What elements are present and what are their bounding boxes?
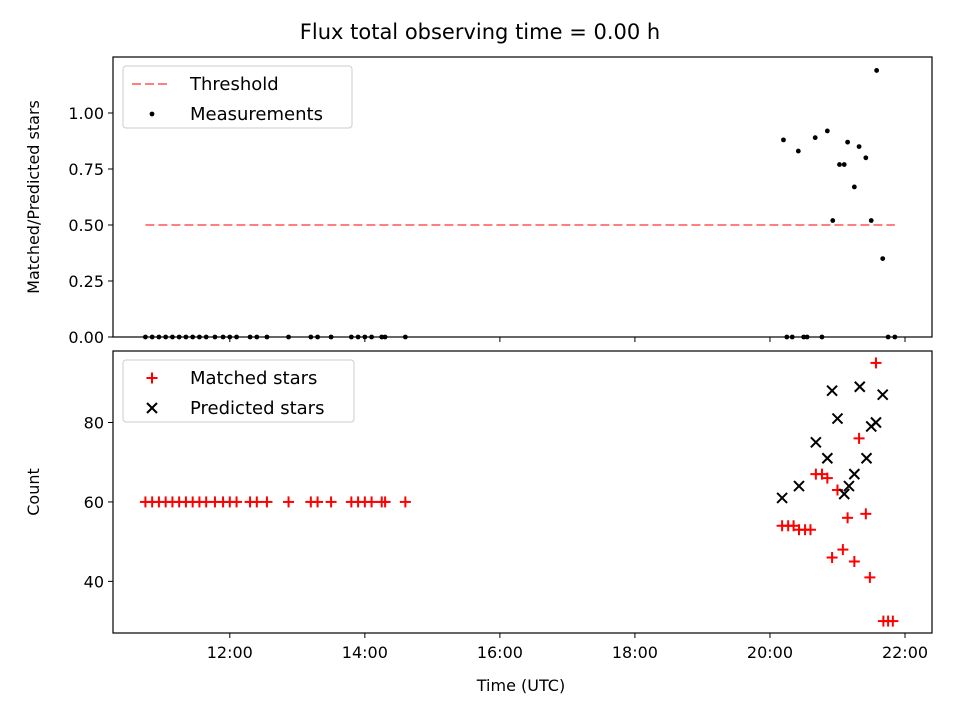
data-point	[781, 137, 786, 143]
axes-frame	[112, 56, 933, 338]
data-point	[283, 496, 295, 508]
data-point	[837, 544, 849, 556]
data-point	[880, 256, 886, 261]
data-point	[868, 218, 874, 223]
data-point	[843, 480, 855, 492]
data-point	[870, 357, 882, 369]
data-point	[366, 496, 378, 508]
legend-label: Predicted stars	[190, 398, 324, 419]
x-axis-label: Time (UTC)	[476, 676, 565, 695]
legend-item: Measurements	[149, 104, 323, 125]
y-tick-label: 60	[84, 493, 104, 512]
data-point	[793, 480, 805, 492]
legend-frame	[122, 359, 355, 423]
data-point	[826, 552, 838, 564]
legend-swatch	[146, 372, 158, 384]
legend-swatch	[146, 402, 158, 414]
legend-label: Measurements	[190, 104, 323, 125]
legend-item: Predicted stars	[146, 398, 324, 419]
data-point	[842, 512, 854, 524]
x-tick-label: 14:00	[342, 643, 388, 662]
data-point	[379, 496, 391, 508]
data-point	[795, 148, 801, 154]
data-point	[853, 432, 865, 444]
y-tick-label: 0.50	[68, 216, 104, 235]
data-point	[856, 144, 862, 150]
data-point	[261, 496, 273, 508]
data-point	[821, 452, 834, 464]
data-point	[826, 385, 838, 397]
data-point	[810, 436, 822, 449]
data-point	[824, 128, 830, 134]
series-predicted-stars	[776, 381, 889, 504]
data-point	[251, 496, 263, 508]
y-tick-label: 0.25	[68, 272, 104, 291]
legend-label: Threshold	[189, 74, 279, 95]
data-point	[851, 184, 857, 190]
bottom-panel: 40 60 80 12:00 14:00 16:00 18:00 20:00 22:00 Coun…	[24, 350, 933, 662]
legend-swatch	[149, 111, 155, 117]
axes-frame	[112, 350, 933, 634]
legend-item: Matched stars	[146, 368, 317, 389]
data-point	[854, 381, 866, 393]
data-point	[325, 496, 337, 508]
legend: Matched stars Predicted stars	[122, 359, 355, 423]
y-tick-label: 40	[84, 572, 104, 591]
data-point	[860, 452, 873, 464]
x-tick-label: 12:00	[207, 643, 253, 662]
data-point	[804, 524, 816, 536]
data-point	[870, 416, 882, 429]
y-axis-label: Count	[24, 468, 43, 516]
legend-item: Threshold	[132, 74, 279, 95]
legend-label: Matched stars	[190, 368, 317, 389]
top-panel: 0.00 0.25 0.50 0.75 1.00 Matched/Predicted st…	[24, 56, 933, 347]
data-point	[837, 162, 842, 167]
data-point	[838, 488, 850, 500]
data-point	[399, 496, 411, 508]
data-point	[841, 162, 847, 167]
y-axis-label: Matched/Predicted stars	[24, 100, 43, 294]
data-point	[312, 496, 324, 508]
y-tick-label: 1.00	[68, 104, 104, 123]
data-point	[831, 412, 844, 425]
x-tick-label: 20:00	[747, 643, 793, 662]
data-point	[812, 135, 818, 141]
y-tick-label: 80	[84, 413, 104, 432]
data-point	[830, 218, 836, 223]
data-point	[848, 556, 860, 568]
data-point	[231, 496, 243, 508]
y-tick-label: 0.00	[68, 328, 104, 347]
x-tick-label: 18:00	[612, 643, 658, 662]
series-matched-stars	[139, 357, 899, 627]
data-point	[821, 472, 833, 484]
y-tick-label: 0.75	[68, 160, 104, 179]
x-tick-label: 16:00	[477, 643, 523, 662]
data-point	[845, 139, 851, 145]
data-point	[877, 388, 889, 401]
data-point	[863, 155, 869, 161]
data-point	[874, 68, 880, 73]
data-point	[860, 508, 872, 520]
legend: Threshold Measurements	[122, 65, 353, 129]
chart-title: Flux total observing time = 0.00 h	[299, 20, 661, 44]
legend-frame	[122, 65, 353, 129]
data-point	[776, 492, 788, 504]
data-point	[848, 468, 861, 480]
data-point	[887, 615, 899, 627]
data-point	[864, 571, 876, 583]
x-tick-label: 22:00	[882, 643, 928, 662]
